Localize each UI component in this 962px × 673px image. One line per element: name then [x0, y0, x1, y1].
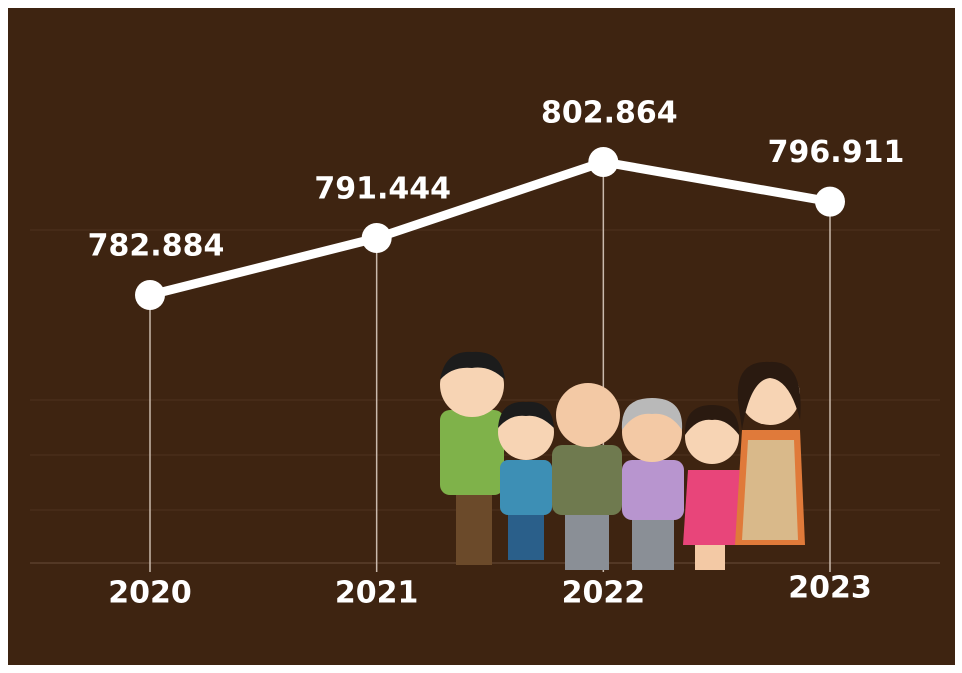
point [815, 186, 845, 217]
family-illustration [440, 351, 805, 570]
point [361, 223, 392, 254]
value-label: 796.911 [768, 135, 905, 170]
line [148, 157, 831, 300]
point [588, 147, 619, 177]
x-tick-label: 2021 [335, 576, 419, 611]
value-label: 782.884 [88, 229, 225, 264]
x-tick-label: 2020 [108, 576, 192, 611]
x-tick-label: 2022 [562, 576, 646, 611]
x-tick-label: 2023 [788, 571, 872, 606]
value-label: 802.864 [541, 96, 678, 131]
point [135, 280, 165, 310]
value-label: 791.444 [314, 172, 451, 207]
